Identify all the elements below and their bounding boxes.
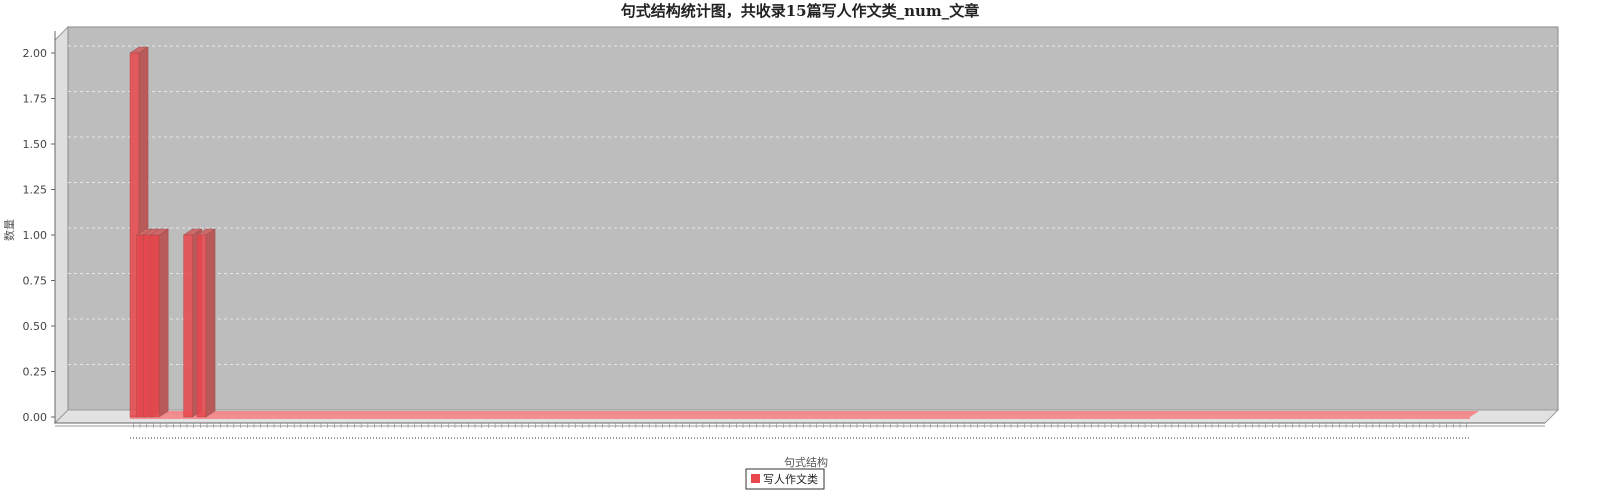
y-tick-label: 0.00 (23, 411, 48, 424)
y-tick-label: 1.75 (23, 93, 48, 106)
x-axis-label: 句式结构 (784, 455, 828, 469)
grid-lines (68, 45, 1558, 365)
legend-label: 写人作文类 (763, 472, 818, 486)
zero-bar-band-front (130, 415, 1470, 419)
side-wall (54, 25, 69, 425)
bar-side (158, 228, 169, 418)
legend-swatch (751, 474, 760, 483)
chart-title: 句式结构统计图，共收录15篇写人作文类_num_文章 (621, 2, 980, 20)
bar-side (205, 228, 216, 418)
bar-front (149, 234, 160, 418)
legend: 写人作文类 (745, 468, 825, 490)
y-axis: 0.00 0.25 0.50 0.75 1.00 1.25 1.50 1.75 2.00 (23, 31, 56, 424)
bar-front (183, 234, 193, 418)
bar (149, 228, 169, 418)
y-tick-label: 1.50 (23, 138, 48, 151)
y-tick-label: 0.75 (23, 275, 48, 288)
y-tick-label: 0.50 (23, 320, 48, 333)
y-tick-label: 1.00 (23, 229, 48, 242)
plot-area (53, 25, 1560, 425)
chart-floor (130, 411, 1479, 419)
y-tick-label: 2.00 (23, 47, 48, 60)
y-tick-label: 0.25 (23, 366, 48, 379)
x-axis (55, 422, 1545, 439)
y-axis-label: 数量 (3, 219, 16, 241)
legend-box (745, 468, 825, 490)
back-wall (67, 26, 1559, 411)
bar-front (196, 234, 207, 418)
y-tick-label: 1.25 (23, 184, 48, 197)
bars (129, 46, 216, 418)
bar (196, 228, 216, 418)
